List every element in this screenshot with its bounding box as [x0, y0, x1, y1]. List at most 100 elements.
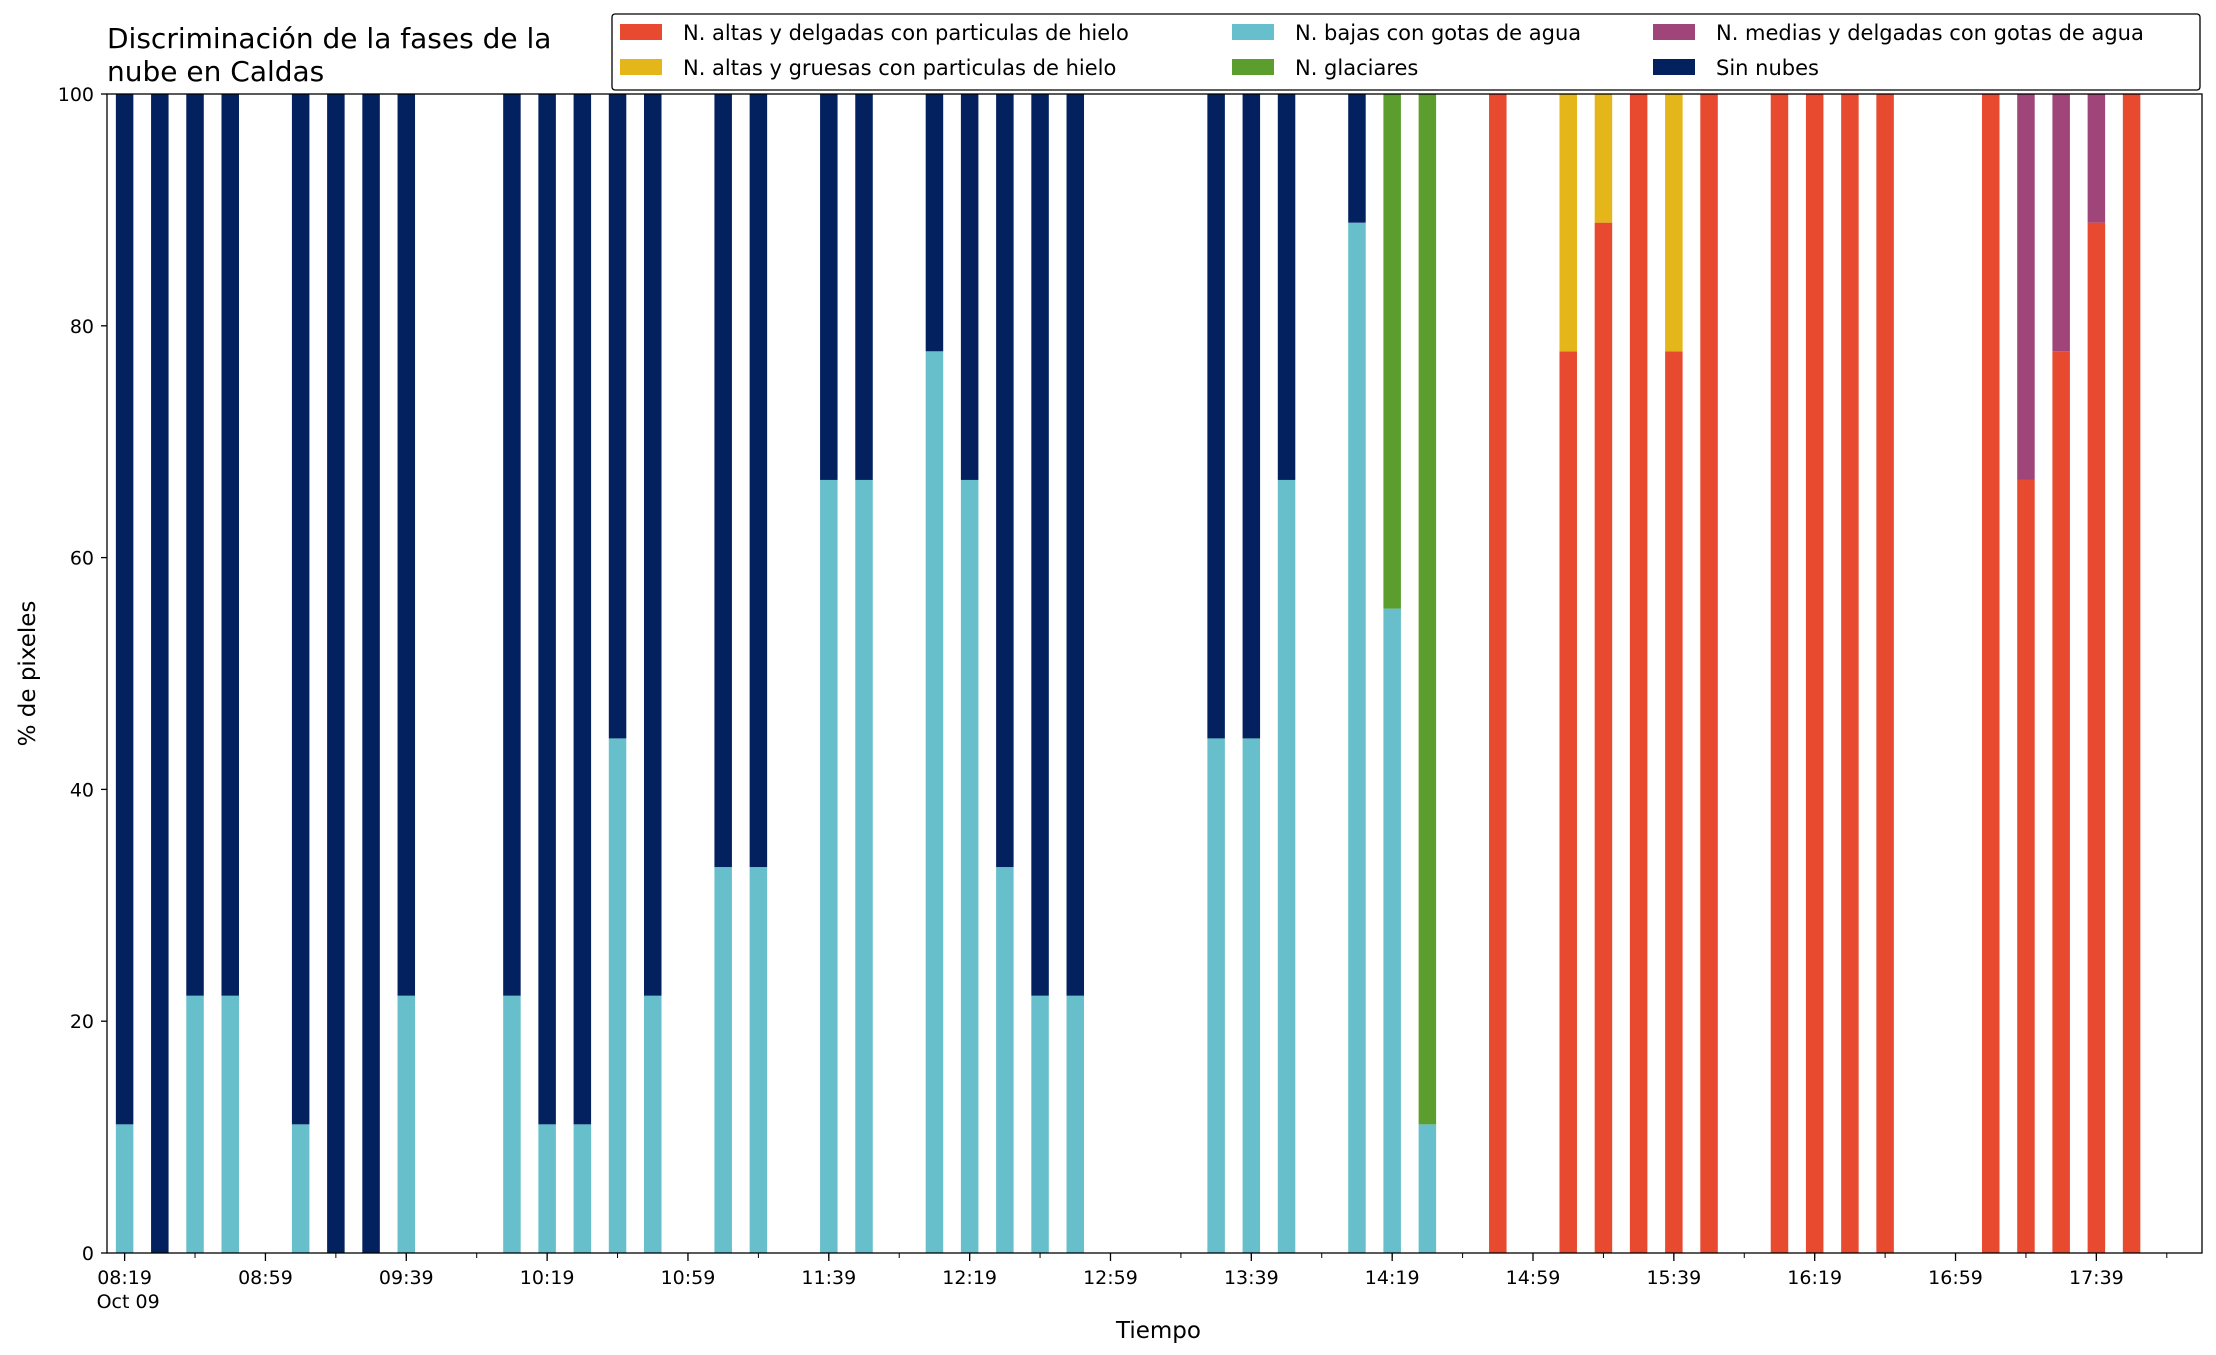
bar-segment: [1066, 94, 1085, 996]
bar-segment: [1559, 94, 1577, 352]
y-tick-label: 80: [70, 316, 94, 338]
x-tick-label: 14:19: [1365, 1267, 1420, 1289]
bar-segment: [960, 479, 979, 1253]
x-tick-sublabel: Oct 09: [97, 1291, 160, 1313]
x-tick-label: 16:19: [1787, 1267, 1842, 1289]
x-axis-label: Tiempo: [1115, 1318, 1201, 1344]
bar-segment: [2122, 94, 2141, 1253]
bar-segment: [1665, 94, 1683, 352]
bar-segment: [855, 94, 873, 480]
bar-segment: [327, 94, 345, 1253]
x-tick-label: 08:59: [238, 1267, 293, 1289]
x-tick-label: 08:19: [97, 1267, 152, 1289]
legend-label: N. altas y gruesas con particulas de hie…: [683, 56, 1116, 80]
bar-segment: [1489, 94, 1507, 1253]
x-tick-label: 14:59: [1506, 1267, 1561, 1289]
y-tick-label: 40: [70, 779, 94, 801]
bar-segment: [1700, 94, 1718, 1253]
bar-segment: [1277, 479, 1296, 1253]
y-tick-label: 60: [70, 548, 94, 570]
bar-segment: [2087, 222, 2106, 1253]
legend-swatch: [1232, 59, 1274, 75]
chart-title-line: Discriminación de la fases de la: [107, 22, 551, 55]
bar-segment: [1841, 94, 1859, 1253]
bar-segment: [1066, 995, 1085, 1253]
bar-segment: [1559, 351, 1577, 1253]
bars-layer: [115, 94, 2141, 1253]
x-tick-label: 16:59: [1928, 1267, 1983, 1289]
bar-segment: [820, 479, 838, 1253]
legend-label: Sin nubes: [1716, 56, 1819, 80]
x-tick-label: 17:39: [2069, 1267, 2124, 1289]
x-tick-label: 10:59: [661, 1267, 716, 1289]
bar-segment: [2052, 94, 2070, 352]
bar-segment: [573, 94, 592, 1125]
bar-segment: [2017, 479, 2035, 1253]
x-tick-label: 11:39: [801, 1267, 856, 1289]
bar-segment: [503, 94, 521, 996]
x-tick-label: 13:39: [1224, 1267, 1279, 1289]
y-axis-label: % de pixeles: [15, 601, 41, 747]
bar-segment: [115, 1124, 134, 1253]
bar-segment: [1629, 94, 1648, 1253]
legend-swatch: [1653, 24, 1695, 40]
bar-segment: [1665, 351, 1683, 1253]
legend-label: N. bajas con gotas de agua: [1295, 21, 1581, 45]
legend-label: N. medias y delgadas con gotas de agua: [1716, 21, 2144, 45]
bar-segment: [996, 867, 1014, 1253]
bar-segment: [151, 94, 169, 1253]
bar-segment: [714, 94, 732, 868]
bar-segment: [608, 738, 627, 1253]
bar-segment: [1242, 94, 1261, 739]
legend-swatch: [620, 24, 662, 40]
bar-segment: [221, 94, 239, 996]
plot-frame: [106, 93, 2203, 1254]
x-tick-label: 12:59: [1083, 1267, 1138, 1289]
bar-segment: [538, 94, 556, 1125]
legend-label: N. altas y delgadas con particulas de hi…: [683, 21, 1129, 45]
bar-segment: [1348, 94, 1366, 223]
bar-segment: [1207, 738, 1225, 1253]
bar-segment: [503, 995, 521, 1253]
y-tick-label: 20: [70, 1011, 94, 1033]
bar-segment: [186, 995, 204, 1253]
bar-segment: [925, 351, 944, 1253]
bar-segment: [996, 94, 1014, 868]
x-tick-label: 15:39: [1646, 1267, 1701, 1289]
bar-segment: [1805, 94, 1824, 1253]
x-tick-label: 10:19: [520, 1267, 575, 1289]
legend-swatch: [1653, 59, 1695, 75]
chart-title-line: nube en Caldas: [107, 55, 324, 88]
x-tick-label: 12:19: [942, 1267, 997, 1289]
bar-segment: [538, 1124, 556, 1253]
bar-segment: [1594, 222, 1613, 1253]
bar-segment: [644, 94, 662, 996]
legend-label: N. glaciares: [1295, 56, 1418, 80]
bar-segment: [1981, 94, 2000, 1253]
bar-segment: [291, 94, 310, 1125]
bar-segment: [1031, 995, 1049, 1253]
bar-segment: [749, 867, 768, 1253]
legend-swatch: [620, 59, 662, 75]
bar-segment: [362, 94, 380, 1253]
bar-segment: [1770, 94, 1789, 1253]
bar-segment: [855, 479, 873, 1253]
legend-swatch: [1232, 24, 1274, 40]
y-tick-label: 100: [58, 84, 94, 106]
bar-segment: [291, 1124, 310, 1253]
bar-segment: [1876, 94, 1894, 1253]
bar-segment: [397, 94, 416, 996]
bar-segment: [608, 94, 627, 739]
bar-segment: [925, 94, 944, 352]
bar-segment: [2017, 94, 2035, 480]
bar-segment: [1242, 738, 1261, 1253]
bar-segment: [115, 94, 134, 1125]
bar-segment: [644, 995, 662, 1253]
legend-frame: [611, 13, 2201, 91]
bar-segment: [2087, 94, 2106, 223]
bar-segment: [1383, 608, 1401, 1253]
bar-segment: [397, 995, 416, 1253]
bar-segment: [1594, 94, 1613, 223]
